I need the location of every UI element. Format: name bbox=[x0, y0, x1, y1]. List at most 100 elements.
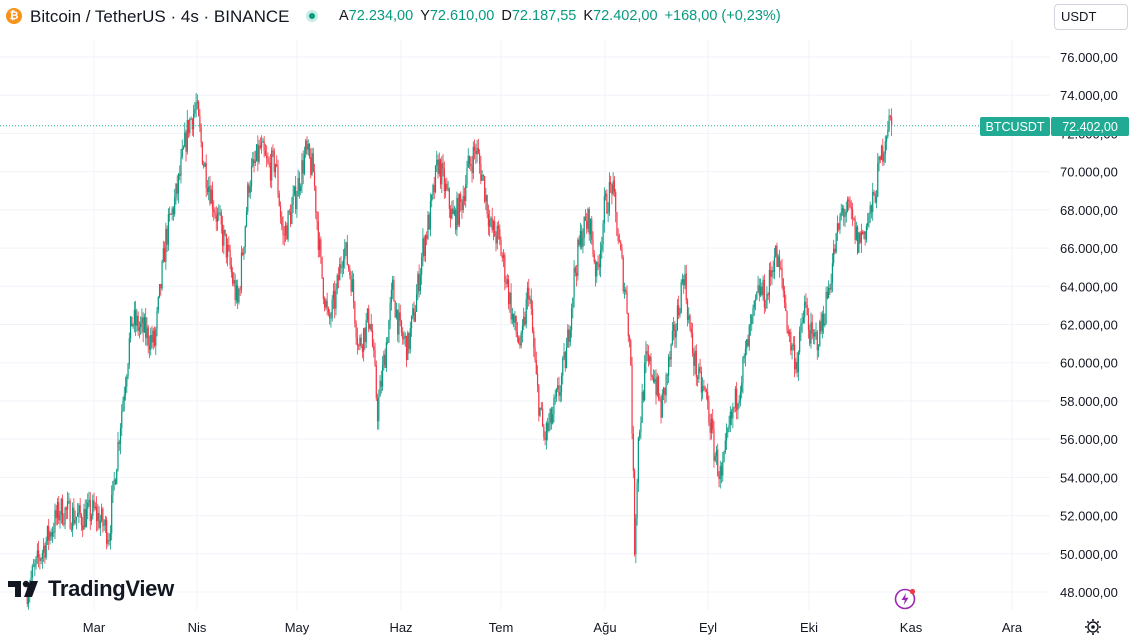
currency-select[interactable]: USDT bbox=[1054, 4, 1128, 30]
time-axis[interactable]: Mar Nis May Haz Tem Ağu Eyl Eki Kas Ara bbox=[83, 620, 1023, 635]
candle-body bbox=[839, 216, 841, 230]
candle-body bbox=[524, 316, 526, 325]
candle-body bbox=[678, 305, 680, 316]
candle-body bbox=[623, 289, 626, 292]
candle-body bbox=[238, 289, 240, 303]
candle-body bbox=[331, 299, 333, 318]
candle-body bbox=[805, 301, 807, 305]
candle-body bbox=[342, 259, 345, 268]
candle-body bbox=[747, 339, 749, 347]
candle-body bbox=[568, 329, 570, 342]
candle-body bbox=[582, 238, 584, 248]
candle-body bbox=[491, 218, 493, 231]
candle-body bbox=[169, 213, 171, 215]
candle-body bbox=[603, 196, 605, 224]
candle-body bbox=[494, 221, 496, 237]
candle-body bbox=[421, 257, 423, 275]
candle-body bbox=[50, 532, 52, 537]
candle-body bbox=[593, 254, 595, 263]
candle-body bbox=[563, 352, 565, 359]
candle-body bbox=[64, 507, 66, 525]
candle-body bbox=[370, 324, 372, 331]
candle-body bbox=[237, 285, 239, 303]
candle-body bbox=[266, 155, 268, 159]
candle-body bbox=[795, 361, 797, 370]
candle-body bbox=[759, 286, 762, 296]
candle-body bbox=[495, 236, 497, 244]
candle-body bbox=[148, 345, 151, 350]
candle-body bbox=[300, 186, 302, 191]
candle-body bbox=[107, 540, 109, 544]
candle-body bbox=[287, 211, 289, 240]
candle-body bbox=[627, 313, 629, 337]
candle-body bbox=[282, 225, 284, 235]
tradingview-logo[interactable]: TradingView bbox=[8, 576, 174, 602]
candle-body bbox=[313, 172, 316, 187]
candle-body bbox=[167, 213, 169, 245]
candle-body bbox=[379, 380, 381, 397]
candle-body bbox=[416, 293, 418, 312]
candle-body bbox=[214, 212, 216, 216]
y-tick-label: 56.000,00 bbox=[1060, 432, 1118, 447]
candle-body bbox=[528, 287, 530, 300]
candle-body bbox=[482, 174, 484, 177]
candle-body bbox=[867, 222, 869, 227]
candle-body bbox=[65, 507, 67, 510]
candle-body bbox=[279, 205, 282, 218]
candle-body bbox=[128, 338, 130, 364]
candle-body bbox=[782, 278, 784, 292]
candle-body bbox=[807, 315, 810, 331]
candle-body bbox=[326, 300, 328, 309]
candle-body bbox=[844, 215, 846, 217]
candle-body bbox=[490, 218, 492, 220]
candle-body bbox=[542, 408, 544, 427]
candle-body bbox=[888, 115, 890, 130]
candle-body bbox=[155, 329, 157, 346]
candle-body bbox=[121, 411, 123, 428]
candle-body bbox=[181, 148, 183, 158]
candle-body bbox=[500, 239, 502, 256]
candle-body bbox=[209, 186, 211, 204]
gear-icon[interactable] bbox=[1085, 619, 1101, 635]
candle-body bbox=[158, 284, 161, 298]
candle-body bbox=[210, 189, 212, 204]
candle-body bbox=[785, 302, 787, 312]
candle-body bbox=[772, 270, 774, 272]
candle-body bbox=[696, 377, 699, 380]
candle-body bbox=[384, 354, 386, 369]
candle-body bbox=[85, 508, 88, 528]
candle-body bbox=[290, 212, 292, 225]
candle-body bbox=[801, 323, 803, 325]
candle-body bbox=[670, 343, 672, 360]
candle-body bbox=[761, 286, 763, 295]
candle-body bbox=[531, 308, 534, 332]
candle-body bbox=[655, 379, 657, 396]
candle-body bbox=[480, 163, 482, 181]
candle-body bbox=[754, 299, 757, 301]
market-status-icon[interactable] bbox=[306, 10, 318, 22]
candle-body bbox=[725, 432, 728, 441]
candle-body bbox=[865, 226, 868, 240]
candle-body bbox=[864, 231, 866, 240]
x-tick-label: Mar bbox=[83, 620, 106, 635]
candle-body bbox=[691, 333, 694, 354]
candle-body bbox=[356, 337, 358, 346]
candle-body bbox=[487, 214, 490, 227]
candle-body bbox=[742, 357, 744, 384]
candle-body bbox=[399, 312, 401, 321]
candle-body bbox=[845, 211, 847, 216]
candle-body bbox=[572, 297, 574, 309]
candle-body bbox=[481, 174, 483, 181]
candle-body bbox=[298, 178, 301, 191]
candle-body bbox=[302, 160, 304, 174]
lightning-icon[interactable] bbox=[894, 588, 916, 610]
symbol-title[interactable]: Bitcoin / TetherUS · 4s · BINANCE bbox=[30, 7, 290, 26]
candle-body bbox=[475, 150, 477, 155]
candle-body bbox=[218, 212, 220, 214]
candle-body bbox=[757, 285, 759, 292]
candle-body bbox=[220, 212, 222, 225]
candle-body bbox=[350, 275, 352, 292]
candlestick-series[interactable] bbox=[26, 93, 893, 610]
candle-body bbox=[123, 395, 125, 402]
